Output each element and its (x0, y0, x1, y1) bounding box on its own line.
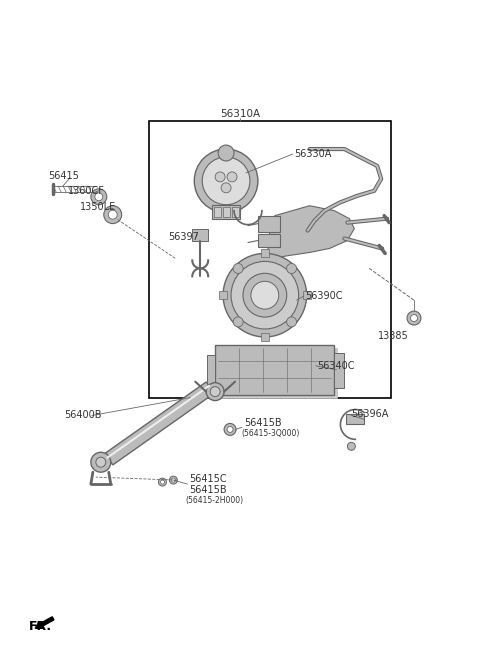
Bar (212, 205, 240, 219)
Circle shape (104, 206, 122, 223)
Circle shape (227, 426, 233, 432)
Circle shape (348, 442, 355, 450)
Text: 56340C: 56340C (318, 361, 355, 371)
Text: 1350LE: 1350LE (80, 202, 116, 212)
Bar (261, 250, 269, 258)
Text: 1360CF: 1360CF (68, 186, 105, 196)
Circle shape (194, 149, 258, 213)
Circle shape (158, 478, 167, 486)
Circle shape (287, 317, 297, 327)
Bar (223, 207, 230, 217)
Circle shape (169, 476, 178, 484)
Circle shape (218, 145, 234, 161)
Bar (148, 121, 391, 397)
Text: 56400B: 56400B (64, 411, 102, 420)
Circle shape (227, 172, 237, 182)
Circle shape (243, 273, 287, 317)
Bar (214, 207, 221, 217)
Bar (335, 353, 344, 388)
Circle shape (95, 193, 103, 201)
Bar (218, 348, 337, 397)
Circle shape (171, 478, 175, 482)
Circle shape (202, 157, 250, 205)
Text: 56330A: 56330A (295, 149, 332, 159)
Circle shape (160, 480, 165, 484)
Text: 56415: 56415 (48, 171, 79, 181)
Text: 56397: 56397 (168, 231, 199, 242)
Bar (261, 333, 269, 341)
Polygon shape (105, 382, 214, 465)
Circle shape (223, 254, 307, 337)
Bar (215, 345, 335, 395)
Circle shape (221, 183, 231, 193)
Text: 56396A: 56396A (351, 409, 389, 420)
Circle shape (215, 172, 225, 182)
Circle shape (233, 263, 243, 273)
Text: 56415C: 56415C (189, 474, 227, 484)
Bar (258, 215, 280, 231)
Bar (192, 229, 208, 240)
Polygon shape (268, 206, 354, 258)
Circle shape (206, 382, 224, 401)
Text: 56390C: 56390C (306, 291, 343, 301)
Circle shape (210, 387, 220, 397)
Circle shape (108, 210, 117, 219)
Text: 13385: 13385 (378, 331, 409, 341)
Text: 56310A: 56310A (220, 109, 260, 120)
Circle shape (251, 281, 279, 309)
Bar (258, 233, 280, 248)
Bar (219, 291, 227, 299)
Text: (56415-2H000): (56415-2H000) (185, 495, 243, 505)
Circle shape (233, 317, 243, 327)
Bar (207, 355, 215, 384)
Text: FR.: FR. (29, 620, 52, 633)
Circle shape (224, 424, 236, 436)
Circle shape (231, 261, 299, 329)
Bar (232, 207, 239, 217)
Circle shape (91, 452, 111, 472)
Text: 56415B: 56415B (244, 419, 282, 428)
Circle shape (96, 457, 106, 467)
Bar (302, 291, 311, 299)
Circle shape (287, 263, 297, 273)
FancyArrow shape (35, 617, 54, 628)
Text: 56415B: 56415B (189, 485, 227, 495)
Bar (347, 415, 364, 424)
Circle shape (407, 311, 421, 325)
Circle shape (91, 189, 107, 205)
Text: (56415-3Q000): (56415-3Q000) (241, 429, 300, 438)
Circle shape (410, 315, 418, 321)
